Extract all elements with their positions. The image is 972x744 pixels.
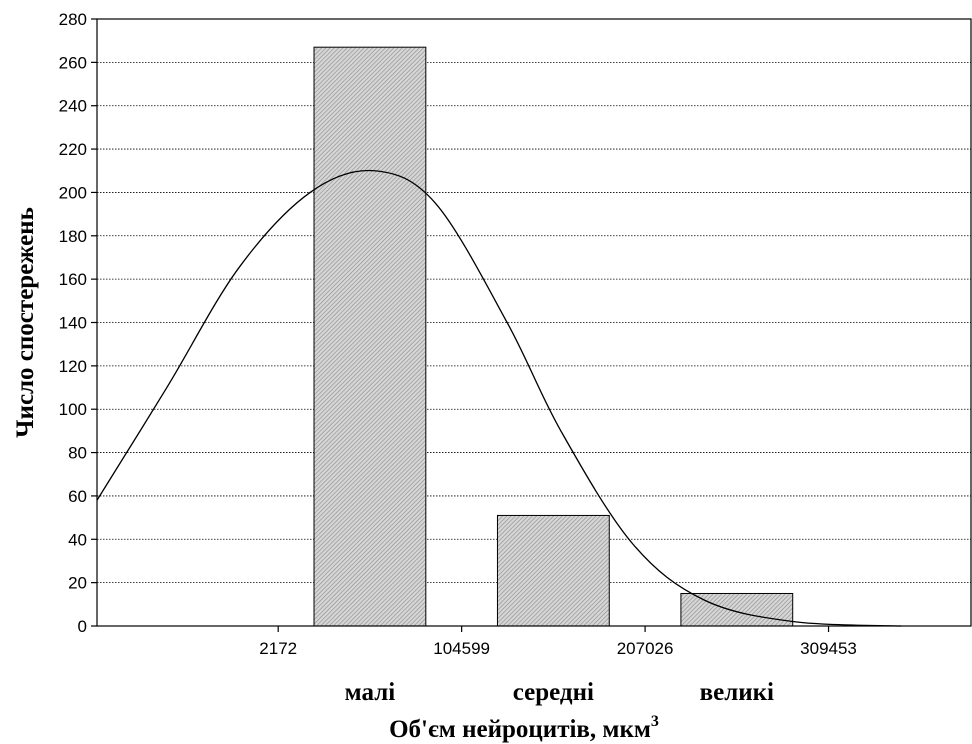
category-labels: малі середні великі — [345, 679, 774, 706]
bar-0 — [313, 46, 427, 627]
y-tick-label: 140 — [59, 314, 87, 333]
y-tick-label: 100 — [59, 400, 87, 419]
y-tick-label: 280 — [59, 10, 87, 29]
category-label: великі — [700, 679, 774, 706]
category-label: середні — [513, 679, 594, 706]
y-tick-label: 40 — [68, 530, 87, 549]
bar-2 — [680, 592, 794, 627]
x-tick-label: 309453 — [800, 639, 857, 658]
y-tick-label: 120 — [59, 357, 87, 376]
y-tick-label: 0 — [78, 617, 87, 636]
bar-1 — [496, 514, 610, 627]
y-axis-title: Число спостережень — [12, 207, 39, 438]
y-tick-label: 200 — [59, 183, 87, 202]
y-tick-label: 160 — [59, 270, 87, 289]
grid-lines — [97, 61, 971, 584]
category-label: малі — [345, 679, 396, 706]
y-tick-label: 20 — [68, 574, 87, 593]
x-tick-label: 104599 — [433, 639, 490, 658]
x-tick-label: 207026 — [617, 639, 674, 658]
y-tick-label: 220 — [59, 140, 87, 159]
y-tick-label: 180 — [59, 227, 87, 246]
x-axis-title-superscript: 3 — [651, 713, 659, 730]
x-tick-labels: 2172 104599 207026 309453 — [259, 626, 857, 658]
normal-fit-curve — [96, 169, 902, 627]
y-tick-label: 260 — [59, 53, 87, 72]
bars — [313, 46, 794, 627]
x-tick-label: 2172 — [259, 639, 297, 658]
x-axis-title: Об'єм нейроцитів, мкм3 — [389, 713, 659, 743]
y-tick-label: 80 — [68, 444, 87, 463]
y-tick-label: 240 — [59, 97, 87, 116]
y-tick-label: 60 — [68, 487, 87, 506]
y-tick-labels: 0 20 40 60 80 100 120 140 160 180 200 220 240 260 280 — [59, 10, 97, 636]
